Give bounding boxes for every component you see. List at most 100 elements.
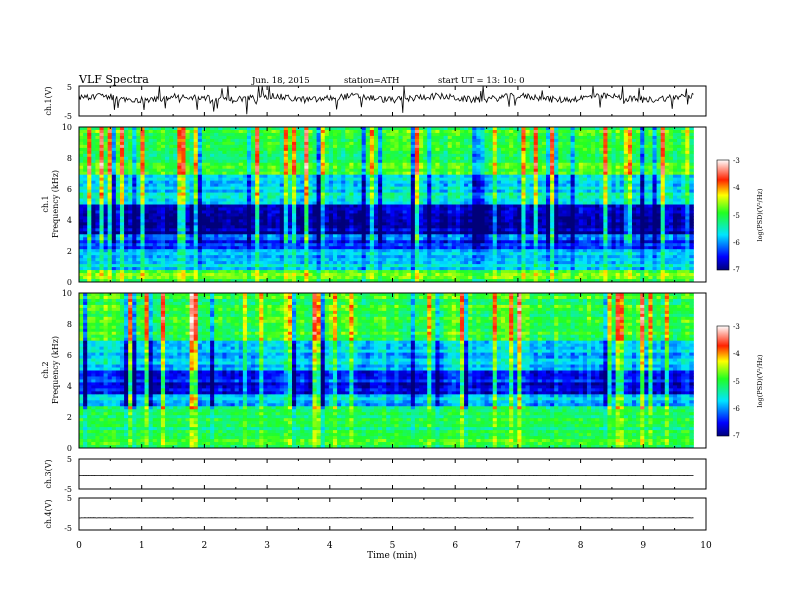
ch1-spectrogram-cell bbox=[529, 177, 535, 182]
ch1-spectrogram-cell bbox=[595, 159, 600, 164]
ch1-spectrogram-cell bbox=[419, 204, 424, 208]
ch1-spectrogram-cell bbox=[533, 132, 539, 137]
ch1-spectrogram-cell bbox=[640, 183, 645, 188]
ch1-spectrogram-cell bbox=[165, 186, 170, 190]
ch1-spectrogram-cell bbox=[521, 150, 526, 155]
ch1-spectrogram-cell bbox=[394, 204, 399, 208]
ch1-spectrogram-cell bbox=[545, 210, 551, 214]
ch1-spectrogram-cell bbox=[398, 171, 404, 176]
ch1-spectrogram-cell bbox=[234, 204, 240, 208]
ch1-spectrogram-cell bbox=[345, 171, 350, 176]
ch1-spectrogram-cell bbox=[210, 186, 215, 190]
ch1-spectrogram-cell bbox=[595, 129, 600, 134]
ch1-spectrogram-cell bbox=[345, 159, 350, 164]
ch1-spectrogram-cell bbox=[292, 186, 297, 190]
ch1-spectrogram-cell bbox=[578, 138, 584, 143]
ch1-spectrogram-cell bbox=[238, 180, 244, 185]
ch1-spectrogram-cell bbox=[451, 192, 457, 196]
ch1-spectrogram-cell bbox=[611, 144, 617, 149]
ch1-spectrogram-cell bbox=[292, 207, 297, 211]
ch1-spectrogram-cell bbox=[464, 141, 469, 146]
ch1-spectrogram-cell bbox=[472, 150, 477, 155]
ch1-spectrogram-cell bbox=[435, 186, 440, 190]
ch1-spectrogram-cell bbox=[656, 216, 662, 220]
ch1-spectrogram-cell bbox=[513, 159, 518, 164]
ch1-spectrogram-cell bbox=[492, 162, 498, 167]
ch1-spectrogram-cell bbox=[378, 127, 383, 131]
ch1-spectrogram-cell bbox=[353, 174, 358, 179]
ch1-spectrogram-cell bbox=[521, 135, 526, 140]
ch1-spectrogram-cell bbox=[251, 198, 256, 202]
ch1-spectrogram-cell bbox=[513, 177, 518, 182]
ch1-spectrogram-cell bbox=[242, 198, 248, 202]
ch1-spectrogram-cell bbox=[328, 216, 334, 220]
ch1-spectrogram-cell bbox=[664, 213, 670, 217]
ch1-spectrogram-cell bbox=[201, 135, 207, 140]
ch1-spectrogram-cell bbox=[218, 186, 223, 190]
ch1-spectrogram-cell bbox=[566, 207, 571, 211]
ch1-spectrogram-cell bbox=[681, 144, 686, 149]
ch1-spectrogram-cell bbox=[541, 162, 547, 167]
ch1-spectrogram-cell bbox=[242, 204, 248, 208]
ch1-spectrogram-cell bbox=[369, 192, 375, 196]
ch1-spectrogram-cell bbox=[672, 127, 678, 131]
ch1-spectrogram-cell bbox=[79, 189, 84, 193]
ch1-spectrogram-cell bbox=[677, 165, 682, 170]
ch1-spectrogram-cell bbox=[419, 183, 424, 188]
ch1-spectrogram-cell bbox=[476, 195, 481, 199]
ch1-spectrogram-cell bbox=[316, 171, 322, 176]
ch1-spectrogram-cell bbox=[681, 216, 686, 220]
ch1-spectrogram-cell bbox=[390, 192, 395, 196]
ch1-spectrogram-cell bbox=[636, 153, 641, 158]
ch1-spectrogram-cell bbox=[128, 210, 133, 214]
ch1-spectrogram-cell bbox=[562, 171, 567, 176]
ch1-spectrogram-cell bbox=[304, 132, 309, 137]
ch1-spectrogram-cell bbox=[640, 141, 645, 146]
ch1-spectrogram-cell bbox=[189, 141, 195, 146]
ch1-spectrogram-cell bbox=[541, 207, 547, 211]
ch1-spectrogram-cell bbox=[468, 156, 473, 161]
ch1-spectrogram-cell bbox=[394, 127, 399, 131]
ch1-spectrogram-cell bbox=[119, 147, 125, 152]
ch1-spectrogram-cell bbox=[189, 174, 195, 179]
ch1-spectrogram-cell bbox=[222, 216, 227, 220]
ch1-spectrogram-cell bbox=[107, 225, 113, 229]
ch1-spectrogram-cell bbox=[402, 129, 408, 134]
ch1-spectrogram-cell bbox=[300, 216, 305, 220]
ch1-spectrogram-cell bbox=[95, 147, 100, 152]
ch1-spectrogram-cell bbox=[685, 174, 690, 179]
ch1-spectrogram-cell bbox=[447, 150, 453, 155]
ch1-spectrogram-cell bbox=[603, 138, 608, 143]
ch1-spectrogram-cell bbox=[255, 192, 260, 196]
ch1-spectrogram-cell bbox=[455, 150, 461, 155]
ch1-spectrogram-cell bbox=[201, 159, 207, 164]
ch1-spectrogram-cell bbox=[439, 189, 444, 193]
ch1-spectrogram-cell bbox=[582, 180, 588, 185]
ch1-spectrogram-cell bbox=[234, 127, 240, 131]
ch1-spectrogram-cell bbox=[619, 165, 625, 170]
ch1-spectrogram-cell bbox=[484, 222, 490, 226]
ch1-spectrogram-cell bbox=[640, 222, 645, 226]
ch1-spectrogram-cell bbox=[341, 135, 346, 140]
ch1-spectrogram-cell bbox=[472, 201, 477, 205]
ch1-spectrogram-cell bbox=[357, 183, 363, 188]
ch1-spectrogram-cell bbox=[378, 168, 383, 173]
ch1-spectrogram-cell bbox=[132, 186, 137, 190]
ch1-spectrogram-cell bbox=[484, 219, 490, 223]
ch1-spectrogram-cell bbox=[677, 195, 682, 199]
ch1-spectrogram-cell bbox=[197, 168, 203, 173]
ch1-spectrogram-cell bbox=[193, 132, 199, 137]
ch1-spectrogram-cell bbox=[152, 150, 158, 155]
ch1-spectrogram-cell bbox=[689, 129, 694, 134]
ch1-spectrogram-cell bbox=[357, 132, 363, 137]
ch1-spectrogram-cell bbox=[148, 189, 154, 193]
ch1-spectrogram-cell bbox=[570, 177, 576, 182]
ch1-spectrogram-cell bbox=[419, 141, 424, 146]
ch1-spectrogram-cell bbox=[464, 165, 469, 170]
ch1-spectrogram-cell bbox=[681, 153, 686, 158]
ch1-spectrogram-cell bbox=[664, 210, 670, 214]
ch1-spectrogram-cell bbox=[83, 177, 88, 182]
ch1-spectrogram-cell bbox=[660, 183, 666, 188]
ch1-spectrogram-cell bbox=[591, 132, 596, 137]
ch1-spectrogram-cell bbox=[357, 141, 363, 146]
